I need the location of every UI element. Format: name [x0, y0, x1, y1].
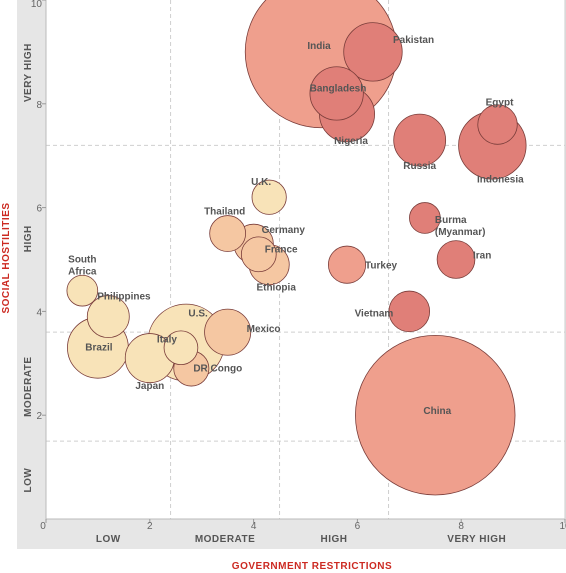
bubble-u-k: [251, 179, 287, 215]
label-south-africa: South Africa: [68, 255, 97, 278]
y-tick-label-1: 4: [36, 307, 42, 318]
label-nigeria: Nigeria: [334, 136, 368, 147]
bubble-thailand: [209, 215, 247, 252]
bubble-mexico: [204, 308, 252, 356]
bubble-philippines: [86, 295, 130, 339]
x-axis-title: GOVERNMENT RESTRICTIONS: [232, 561, 392, 572]
label-dr-congo: DR Congo: [193, 363, 242, 374]
label-japan: Japan: [135, 381, 164, 392]
label-france: France: [265, 244, 298, 255]
y-tick-label-4: 10: [31, 0, 43, 10]
y-band-label-0: LOW: [23, 468, 34, 493]
x-tick-label-0: 0: [40, 521, 46, 532]
y-tick-label-0: 2: [36, 411, 42, 422]
y-band-label-2: HIGH: [23, 225, 34, 252]
label-u-s: U.S.: [188, 309, 208, 320]
label-russia: Russia: [403, 161, 436, 172]
label-egypt: Egypt: [486, 98, 514, 109]
bubble-france: [240, 236, 277, 273]
y-axis-title: SOCIAL HOSTILITIES: [1, 202, 12, 313]
tick-labels: 0 2 4 6 8 10 2 4 6 8 10: [31, 0, 566, 532]
x-tick-label-2: 4: [251, 521, 257, 532]
label-vietnam: Vietnam: [355, 308, 394, 319]
label-ethiopia: Ethiopia: [256, 283, 296, 294]
label-turkey: Turkey: [365, 261, 397, 272]
label-thailand: Thailand: [204, 207, 245, 218]
y-tick-label-2: 6: [36, 204, 42, 215]
x-band-label-1: MODERATE: [195, 534, 255, 545]
x-tick-label-1: 2: [147, 521, 153, 532]
band-labels: LOW MODERATE HIGH VERY HIGH LOW MODERATE HIGH V…: [23, 43, 506, 545]
grid-lines: [45, 0, 566, 520]
bubble-turkey: [327, 245, 367, 284]
y-tick-label-3: 8: [36, 100, 42, 111]
x-tick-label-3: 6: [355, 521, 361, 532]
bubble-vietnam: [388, 290, 431, 333]
x-tick-label-4: 8: [458, 521, 464, 532]
bubble-china: [355, 334, 516, 496]
label-bangladesh: Bangladesh: [310, 83, 367, 94]
point-labels: India Pakistan Bangladesh Nigeria Egypt Russi…: [68, 35, 524, 417]
label-india: India: [307, 41, 331, 52]
x-tick-label-5: 10: [559, 521, 566, 532]
label-u-k: U.K.: [251, 177, 271, 188]
label-china: China: [423, 406, 451, 417]
label-iran: Iran: [473, 251, 491, 262]
label-philippines: Philippines: [97, 292, 151, 303]
bubble-pakistan: [343, 22, 403, 82]
bubble-russia: [393, 113, 447, 167]
label-pakistan: Pakistan: [393, 35, 434, 46]
bubble-burma-myanmar: [409, 202, 441, 234]
x-band-label-2: HIGH: [321, 534, 348, 545]
bubbles: [66, 0, 527, 496]
bubble-italy: [163, 330, 199, 366]
bubble-south-africa: [66, 274, 99, 307]
label-brazil: Brazil: [85, 343, 112, 354]
label-mexico: Mexico: [247, 324, 281, 335]
bubble-egypt: [477, 104, 518, 145]
bubble-iran: [436, 240, 476, 279]
label-burma-myanmar: Burma (Myanmar): [435, 215, 486, 238]
label-italy: Italy: [157, 335, 177, 346]
label-indonesia: Indonesia: [477, 174, 524, 185]
x-band-label-0: LOW: [96, 534, 121, 545]
bubble-bangladesh: [309, 66, 364, 121]
y-band-label-1: MODERATE: [23, 356, 34, 416]
label-germany: Germany: [262, 225, 306, 236]
y-band-label-3: VERY HIGH: [23, 43, 34, 102]
x-band-label-3: VERY HIGH: [447, 534, 506, 545]
